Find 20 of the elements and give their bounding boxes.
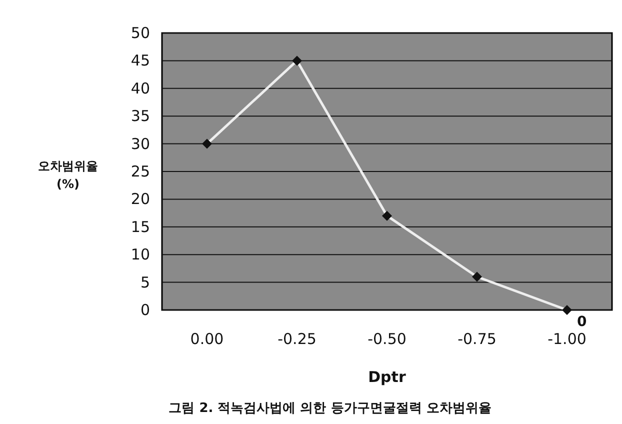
annotation: 0	[577, 314, 587, 330]
y-tick-label: 5	[140, 273, 150, 292]
y-tick-label: 40	[130, 79, 150, 98]
x-tick-label: -1.00	[548, 330, 586, 348]
y-tick-label: 20	[130, 190, 150, 208]
y-tick-label: 10	[130, 246, 150, 264]
x-tick-label: -0.75	[458, 330, 496, 348]
y-tick-label: 35	[130, 107, 150, 126]
x-tick-label: -0.50	[368, 330, 406, 348]
y-tick-label: 0	[140, 301, 150, 319]
caption: 그림 2. 적녹검사법에 의한 등가구면굴절력 오차범위율	[168, 401, 492, 416]
y-tick-label: 25	[130, 162, 150, 180]
y-axis-title: 오차범위율 (%)	[38, 159, 98, 191]
y-tick-label: 30	[130, 134, 150, 153]
x-axis-title: Dptr	[368, 368, 406, 386]
y-tick-label: 50	[130, 24, 150, 42]
y-tick-label: 45	[130, 52, 150, 70]
y-tick-label: 15	[130, 218, 150, 236]
x-tick-label: -0.25	[278, 330, 316, 348]
x-tick-label: 0.00	[190, 330, 224, 348]
